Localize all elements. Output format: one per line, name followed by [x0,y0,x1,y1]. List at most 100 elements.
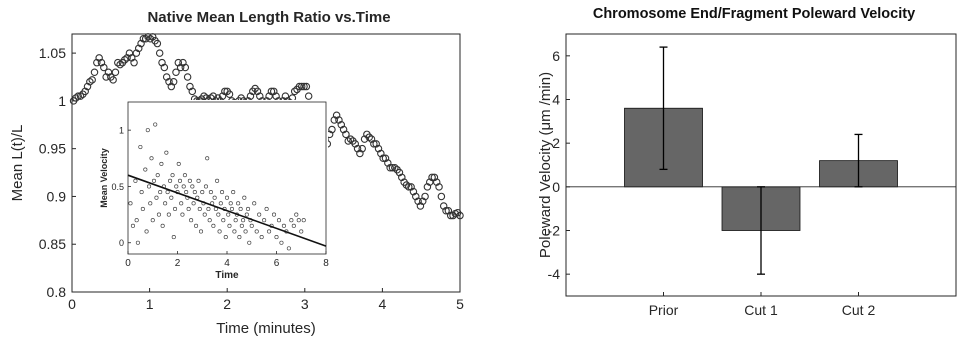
inset-data-point [299,229,304,234]
inset-y-axis-label: Mean Velocity [99,148,109,208]
left-x-ticks: 0 1 2 3 4 5 [68,288,464,312]
inset-data-point [145,128,150,133]
inset-data-point [229,206,235,212]
inset-data-point [211,223,216,228]
left-y-ticks: 0.8 0.85 0.9 0.95 1 1.05 [39,45,76,300]
inset-data-point [244,212,249,217]
right-y-tick-label: -2 [548,223,561,239]
inset-data-point [164,150,169,155]
left-data-point [130,58,138,67]
inset-data-point [149,156,154,161]
right-error-bars [659,46,863,275]
left-data-point [421,192,429,201]
left-data-point [72,94,80,102]
inset-data-point [238,206,243,212]
inset-data-point [165,190,170,195]
inset-data-point [239,223,244,228]
inset-data-point [192,190,197,195]
inset-data-point [154,195,159,200]
inset-data-point [218,201,223,206]
inset-y-ticks: 00.51 [111,126,131,248]
left-data-point [183,73,192,81]
left-data-point [146,35,155,43]
inset-data-point [271,212,277,217]
inset-data-point [247,240,252,245]
left-data-point [141,35,150,43]
left-data-point [86,78,94,86]
right-y-tick-label: 6 [552,48,560,64]
left-y-tick-label: 0.8 [47,284,67,300]
inset-data-point [207,218,212,223]
left-x-tick-label: 2 [223,296,231,312]
inset-y-tick-label: 0.5 [111,182,124,192]
inset-data-point [186,206,191,212]
inset-data-point [220,190,225,195]
inset-data-point [198,229,204,234]
left-data-point [139,35,148,43]
right-x-tick-label: Prior [649,302,679,318]
inset-data-point [179,201,184,206]
inset-x-tick-label: 8 [323,258,329,269]
inset-data-point [169,195,174,200]
left-data-point [304,92,313,100]
inset-data-point [243,229,248,234]
inset-data-point [134,218,139,223]
inset-data-point [168,178,173,183]
left-data-point [437,192,446,201]
right-y-tick-label: 0 [552,179,560,195]
left-data-point [114,58,122,67]
right-y-tick-label: 4 [552,92,560,108]
left-data-point [225,90,234,98]
left-data-point [344,137,353,145]
inset-data-point [226,212,231,217]
left-y-axis-label: Mean L(t)/L [9,125,26,202]
inset-data-point [216,212,221,217]
left-plot-frame [71,33,461,293]
left-data-point [402,181,411,189]
inset-data-point [252,201,257,206]
left-data-point [181,63,190,72]
inset-data-point [233,218,238,223]
inset-data-point [135,240,140,245]
inset-data-point [146,184,152,189]
inset-data-point [205,156,210,161]
inset-x-axis-label: Time [215,270,239,281]
inset-data-point [221,218,226,223]
left-x-tick-label: 1 [146,296,154,312]
inset-data-point [153,122,158,127]
inset-data-point [281,223,286,228]
inset-data-point [227,223,232,228]
inset-data-point [254,229,259,234]
inset-data-point [259,235,264,240]
left-y-tick-label: 1 [58,93,66,109]
right-chart: Chromosome End/Fragment Poleward Velocit… [537,6,957,318]
left-data-point [148,33,157,41]
inset-x-tick-label: 2 [175,258,181,269]
left-data-point [346,135,355,143]
left-data-point [111,68,120,76]
left-data-point [297,82,306,91]
left-data-point [100,63,108,72]
left-data-point [90,68,99,76]
left-y-tick-label: 0.95 [39,141,66,157]
inset-plot-frame [127,101,327,255]
inset-data-point [160,223,165,228]
inset-data-point [208,190,213,195]
inset-data-point [138,144,143,150]
left-data-point [442,207,450,215]
inset-data-point [296,218,301,223]
inset-data-point [128,201,133,206]
inset-data-point [274,235,279,240]
left-data-point [446,211,455,220]
inset-data-point [289,218,294,223]
inset-data-point [241,218,246,223]
inset-data-point [279,240,284,245]
inset-data-point [182,173,187,178]
left-data-point [160,63,169,72]
inset-data-point [294,212,299,217]
left-data-point [188,87,197,96]
inset-data-point [236,201,241,206]
